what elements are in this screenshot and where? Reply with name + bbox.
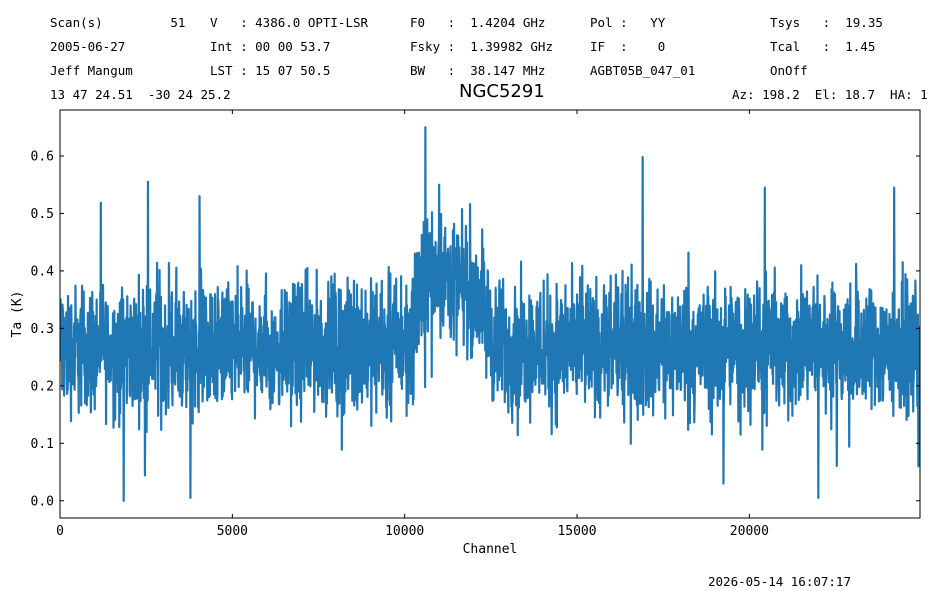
- header-lst: LST : 15 07 50.5: [210, 63, 331, 78]
- header-pol: Pol : YY: [590, 15, 666, 30]
- header-if: IF : 0: [590, 39, 666, 54]
- spectrum-line: [60, 126, 920, 502]
- header-tsys: Tsys : 19.35: [770, 15, 883, 30]
- header-f0: F0 : 1.4204 GHz: [410, 15, 546, 30]
- header-observer: Jeff Mangum: [50, 63, 133, 78]
- timestamp: 2026-05-14 16:07:17: [708, 574, 851, 589]
- x-tick-label: 15000: [557, 524, 596, 539]
- y-tick-label: 0.6: [31, 149, 54, 164]
- header-bw: BW : 38.147 MHz: [410, 63, 546, 78]
- header-project: AGBT05B_047_01: [590, 63, 696, 78]
- plot-frame: [59, 109, 921, 519]
- header-coords: 13 47 24.51 -30 24 25.2: [50, 87, 231, 102]
- chart-title: NGC5291: [459, 81, 545, 102]
- x-tick-label: 0: [56, 524, 64, 539]
- header-velocity: V : 4386.0 OPTI-LSR: [210, 15, 369, 30]
- x-tick-label: 10000: [385, 524, 424, 539]
- y-axis-label: Ta (K): [10, 291, 25, 338]
- header-tcal: Tcal : 1.45: [770, 39, 876, 54]
- header-int: Int : 00 00 53.7: [210, 39, 331, 54]
- header-procedure: OnOff: [770, 63, 808, 78]
- header-scan: Scan(s) 51: [50, 15, 186, 30]
- header-fsky: Fsky : 1.39982 GHz: [410, 39, 553, 54]
- y-tick-label: 0.2: [31, 379, 54, 394]
- y-tick-label: 0.5: [31, 207, 54, 222]
- x-tick-label: 20000: [730, 524, 769, 539]
- y-tick-label: 0.3: [31, 322, 54, 337]
- header-azel: Az: 198.2 El: 18.7 HA: 1: [732, 87, 928, 102]
- header-date: 2005-06-27: [50, 39, 126, 54]
- y-tick-label: 0.4: [31, 264, 55, 279]
- y-tick-label: 0.1: [31, 437, 54, 452]
- x-tick-label: 5000: [217, 524, 248, 539]
- y-tick-label: 0.0: [31, 494, 54, 509]
- x-axis-label: Channel: [463, 542, 518, 557]
